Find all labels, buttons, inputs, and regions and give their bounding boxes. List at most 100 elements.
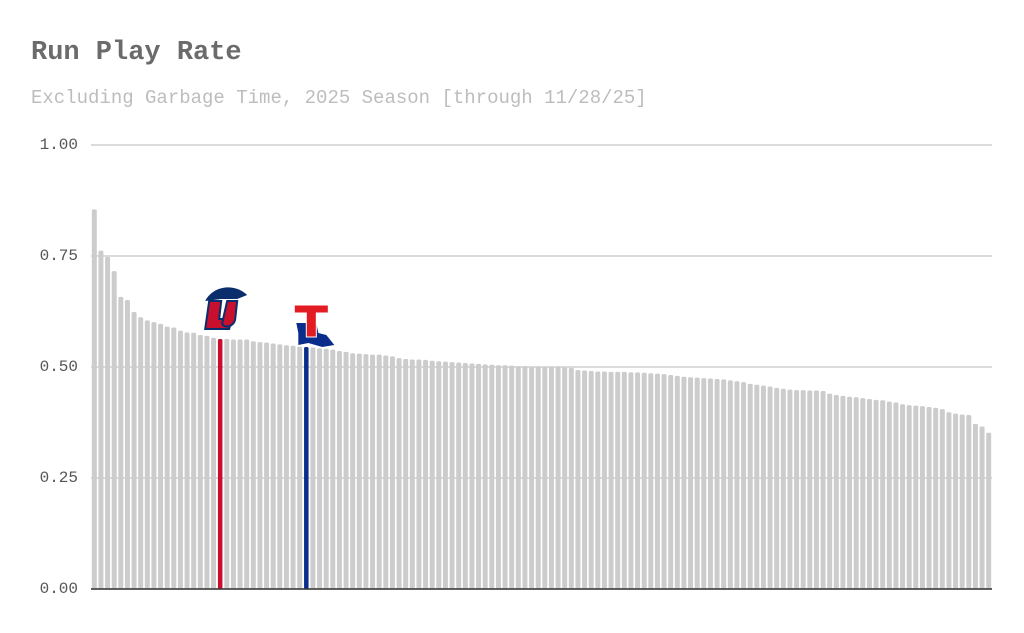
team-logo [204,287,248,331]
bar [283,345,289,589]
bar [111,271,117,589]
bar [482,364,488,589]
bar [727,380,733,589]
bar [138,317,144,589]
bar [469,363,475,589]
bar [502,365,508,589]
bar [933,407,939,589]
bar [416,359,422,589]
bar [336,351,342,589]
y-tick-label: 1.00 [40,136,78,154]
bar [370,354,376,589]
bar [171,327,177,589]
bar [873,399,879,589]
bar [270,343,276,589]
bar [734,381,740,589]
bar [264,342,270,589]
bar [257,342,263,589]
y-tick-label: 0.25 [40,469,78,487]
bar [177,330,183,589]
bar [224,339,230,589]
bar [668,374,674,589]
bar [893,402,899,589]
bar [383,355,389,589]
bar [813,390,819,589]
bar [721,379,727,589]
bar [588,370,594,589]
bar [462,363,468,589]
bar [495,365,501,589]
bar [926,406,932,589]
bar [98,250,104,589]
bar [595,371,601,589]
bar [774,387,780,589]
bar [250,341,256,589]
bar [429,360,435,589]
bar [230,339,236,589]
bar [436,361,442,589]
bar [860,398,866,589]
bar [741,382,747,589]
bar [906,405,912,589]
bar [648,373,654,589]
bar [449,362,455,589]
bar [866,398,872,589]
bar [959,414,965,589]
y-tick-label: 0.75 [40,247,78,265]
bar [562,367,568,589]
bar [317,348,323,589]
bar [939,409,945,589]
bar [509,365,515,589]
team-logo [293,304,335,348]
bar [919,406,925,589]
bar [767,386,773,589]
bar [820,390,826,589]
chart-subtitle: Excluding Garbage Time, 2025 Season [thr… [31,87,647,109]
bar [164,326,170,589]
bar [694,377,700,589]
bar [880,400,886,589]
bar [297,346,303,589]
bar [304,347,309,589]
bar [661,374,667,589]
bar [184,332,190,589]
bar [635,372,641,589]
bar [124,299,130,589]
bar [966,414,972,589]
bar [688,377,694,589]
bar [972,423,978,589]
bar [204,335,210,589]
bar [131,311,137,589]
bar [608,371,614,589]
bar [986,432,992,589]
y-tick-label: 0.00 [40,580,78,598]
bar [714,378,720,589]
bar [701,378,707,589]
bar [654,373,660,589]
bar [582,370,588,589]
bar [118,296,124,589]
bar [542,367,548,589]
bar [707,378,713,589]
bar [217,339,223,589]
bar [760,385,766,589]
bar [144,320,150,589]
bar [290,345,296,589]
bar [833,394,839,589]
bar [807,390,813,589]
bar [423,359,429,589]
bar [847,396,853,589]
bar [780,388,786,589]
bar [628,372,634,589]
bar [237,339,243,589]
bar [158,323,164,589]
bar [621,371,627,589]
bar [840,395,846,589]
bar [615,371,621,589]
bar [953,413,959,589]
bar [350,353,356,589]
bar [277,344,283,589]
bar [310,347,316,589]
